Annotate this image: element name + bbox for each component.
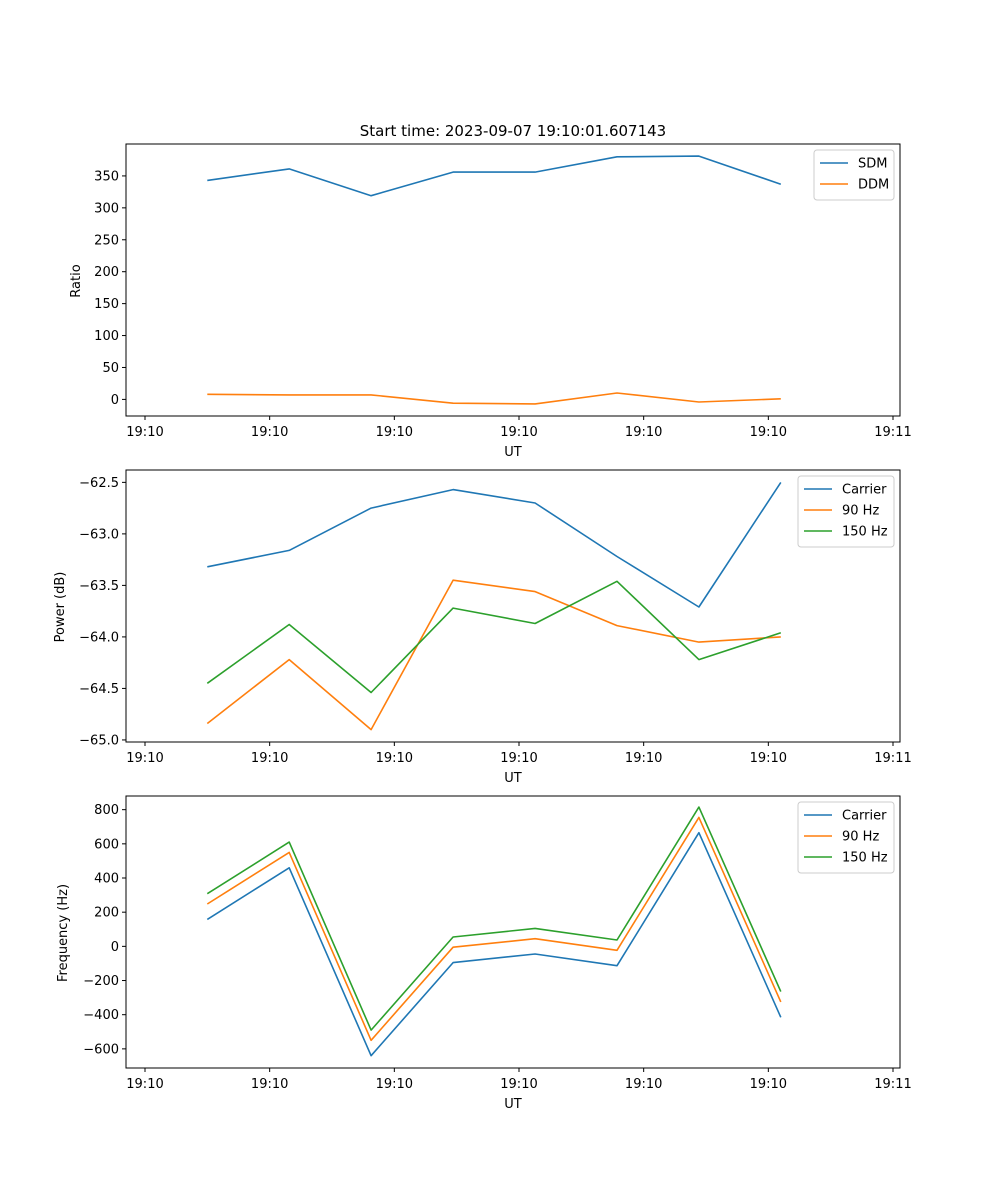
y-axis-label: Ratio <box>69 264 84 297</box>
x-tick-label: 19:10 <box>126 425 163 440</box>
series-line-sdm <box>207 155 782 197</box>
legend-label: 150 Hz <box>842 851 888 866</box>
y-tick-label: −64.5 <box>79 682 119 697</box>
legend-label: SDM <box>858 157 887 172</box>
y-tick-label: 300 <box>94 201 119 216</box>
legend: Carrier 90 Hz 150 Hz <box>797 475 895 548</box>
legend: SDM DDM <box>813 149 895 201</box>
y-axis-label: Frequency (Hz) <box>56 884 71 982</box>
series-line-carrier <box>207 481 782 608</box>
y-tick-label: 50 <box>102 361 119 376</box>
x-tick-label: 19:11 <box>874 1077 911 1092</box>
x-tick-label: 19:11 <box>874 425 911 440</box>
legend-label: 150 Hz <box>842 525 888 540</box>
power-panel: UT Power (dB) 19:10 19:10 19:10 19:10 19:10 1… <box>53 469 912 786</box>
y-tick-label: −200 <box>83 974 119 989</box>
x-tick-label: 19:11 <box>874 751 911 766</box>
legend-label: Carrier <box>842 483 887 498</box>
x-tick-label: 19:10 <box>500 425 537 440</box>
y-tick-label: 0 <box>111 940 119 955</box>
y-tick-label: 200 <box>94 906 119 921</box>
x-tick-label: 19:10 <box>376 751 413 766</box>
ratio-panel: Start time: 2023-09-07 19:10:01.607143 U… <box>69 122 912 460</box>
x-axis-label: UT <box>504 771 522 786</box>
y-tick-label: −65.0 <box>79 733 119 748</box>
y-tick-label: 800 <box>94 803 119 818</box>
y-tick-label: 200 <box>94 265 119 280</box>
y-tick-label: 150 <box>94 297 119 312</box>
y-tick-label: 400 <box>94 872 119 887</box>
legend-label: Carrier <box>842 809 887 824</box>
axes-frame <box>125 469 901 743</box>
x-tick-label: 19:10 <box>500 751 537 766</box>
x-tick-label: 19:10 <box>251 751 288 766</box>
x-tick-label: 19:10 <box>126 1077 163 1092</box>
x-tick-label: 19:10 <box>126 751 163 766</box>
frequency-panel: UT Frequency (Hz) 19:10 19:10 19:10 19:10 19… <box>56 795 912 1112</box>
y-tick-label: −63.0 <box>79 527 119 542</box>
x-axis-label: UT <box>504 1097 522 1112</box>
series-line-ddm <box>207 392 781 405</box>
series-line-150-hz <box>206 806 782 1031</box>
y-tick-label: 250 <box>94 233 119 248</box>
y-tick-label: −64.0 <box>79 630 119 645</box>
x-tick-label: 19:10 <box>625 425 662 440</box>
x-tick-label: 19:10 <box>750 1077 787 1092</box>
x-tick-label: 19:10 <box>750 425 787 440</box>
axes-frame <box>125 795 901 1069</box>
x-tick-label: 19:10 <box>376 425 413 440</box>
y-tick-label: 350 <box>94 169 119 184</box>
legend: Carrier 90 Hz 150 Hz <box>797 801 895 874</box>
legend-label: 90 Hz <box>842 830 879 845</box>
y-tick-label: 0 <box>111 393 119 408</box>
x-tick-label: 19:10 <box>376 1077 413 1092</box>
x-tick-label: 19:10 <box>251 1077 288 1092</box>
x-tick-label: 19:10 <box>625 1077 662 1092</box>
y-tick-label: −62.5 <box>79 476 119 491</box>
legend-label: DDM <box>858 178 889 193</box>
x-tick-label: 19:10 <box>625 751 662 766</box>
x-axis-label: UT <box>504 445 522 460</box>
axes-frame <box>125 143 901 417</box>
y-tick-label: 100 <box>94 329 119 344</box>
y-tick-label: −400 <box>83 1008 119 1023</box>
y-tick-label: −600 <box>83 1042 119 1057</box>
chart-title: Start time: 2023-09-07 19:10:01.607143 <box>360 122 666 140</box>
x-tick-label: 19:10 <box>500 1077 537 1092</box>
y-tick-label: −63.5 <box>79 579 119 594</box>
y-axis-label: Power (dB) <box>53 572 68 643</box>
y-tick-label: 600 <box>94 837 119 852</box>
x-tick-label: 19:10 <box>750 751 787 766</box>
series-line-150-hz <box>206 580 782 694</box>
legend-label: 90 Hz <box>842 504 879 519</box>
series-line-90-hz <box>206 579 781 731</box>
x-tick-label: 19:10 <box>251 425 288 440</box>
series-line-carrier <box>206 831 782 1057</box>
series-line-90-hz <box>206 816 782 1042</box>
